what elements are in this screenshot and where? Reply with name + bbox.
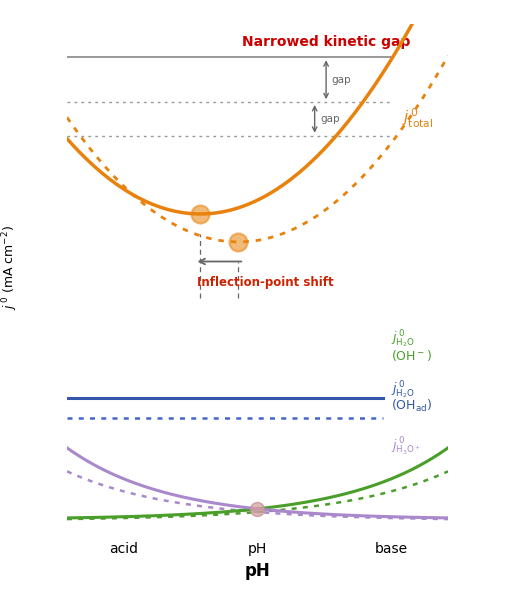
Text: Inflection-point shift: Inflection-point shift xyxy=(197,277,333,289)
Text: acid: acid xyxy=(110,542,139,556)
Text: $j^{\,0}_{{\rm H_2O}}$: $j^{\,0}_{{\rm H_2O}}$ xyxy=(391,328,415,350)
Text: gap: gap xyxy=(320,114,340,124)
Text: $j^{\,0}_{\rm total}$: $j^{\,0}_{\rm total}$ xyxy=(402,107,434,130)
Text: pH: pH xyxy=(245,562,270,580)
Text: gap: gap xyxy=(332,75,351,84)
Text: ${\rm (OH_{ad})}$: ${\rm (OH_{ad})}$ xyxy=(391,398,432,414)
Text: $j^{\,0}_{{\rm H_2O}}$: $j^{\,0}_{{\rm H_2O}}$ xyxy=(391,379,415,401)
Text: $j^{\,0}$ (mA cm$^{-2}$): $j^{\,0}$ (mA cm$^{-2}$) xyxy=(1,226,20,310)
Text: $j^{\,0}_{{\rm H_3O^+}}$: $j^{\,0}_{{\rm H_3O^+}}$ xyxy=(391,436,421,458)
Text: ${\rm (OH^-)}$: ${\rm (OH^-)}$ xyxy=(391,348,432,363)
Text: pH: pH xyxy=(248,542,267,556)
Text: base: base xyxy=(374,542,407,556)
Text: Narrowed kinetic gap: Narrowed kinetic gap xyxy=(242,35,410,49)
